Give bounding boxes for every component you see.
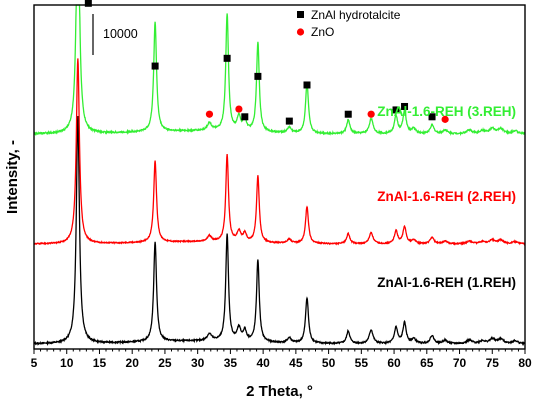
hydrotalcite-marker-6: [285, 117, 293, 125]
series-layer: [33, 4, 526, 347]
x-tick-label-15: 15: [93, 356, 107, 370]
hydrotalcite-marker-9: [392, 106, 400, 114]
x-tick-label-20: 20: [126, 356, 140, 370]
x-tick-label-35: 35: [224, 356, 238, 370]
y-axis-title: Intensity, -: [4, 140, 21, 214]
x-tick-label-45: 45: [289, 356, 303, 370]
zno-marker-1: [205, 110, 214, 118]
series-line-1: [33, 115, 526, 347]
plot-frame: [33, 4, 526, 350]
series-label-1reh: ZnAl-1.6-REH (1.REH): [377, 275, 516, 290]
scale-bar-label: 10000: [103, 27, 138, 41]
legend-hydrotalcite-square-icon: [297, 11, 304, 18]
x-tick-label-55: 55: [355, 356, 369, 370]
x-tick-label-30: 30: [191, 356, 205, 370]
hydrotalcite-marker-11: [428, 113, 436, 121]
scale-bar: 10000: [92, 14, 138, 55]
zno-marker-3: [367, 110, 375, 118]
hydrotalcite-marker-8: [344, 110, 352, 118]
x-tick-label-70: 70: [453, 356, 467, 370]
hydrotalcite-marker-1: [84, 0, 92, 7]
hydrotalcite-marker-10: [401, 102, 409, 110]
x-axis-title: 2 Theta, °: [246, 383, 313, 400]
x-tick-label-80: 80: [518, 356, 532, 370]
legend-zno-label: ZnO: [311, 25, 334, 39]
hydrotalcite-marker-7: [303, 81, 311, 89]
legend-zno-circle-icon: [296, 28, 305, 36]
series-label-2reh: ZnAl-1.6-REH (2.REH): [377, 189, 516, 204]
hydrotalcite-marker-4: [241, 113, 249, 121]
x-tick-label-75: 75: [486, 356, 500, 370]
x-tick-label-40: 40: [256, 356, 270, 370]
series-line-2: [33, 58, 526, 246]
x-tick-label-10: 10: [60, 356, 74, 370]
zno-marker-4: [441, 115, 449, 123]
x-tick-label-50: 50: [322, 356, 336, 370]
series-label-3reh: ZnAl-1.6-REH (3.REH): [377, 104, 516, 119]
zno-marker-2: [235, 105, 243, 113]
legend-hydrotalcite-label: ZnAl hydrotalcite: [311, 8, 401, 22]
hydrotalcite-marker-3: [223, 54, 231, 62]
x-tick-label-25: 25: [158, 356, 172, 370]
legend: ZnAl hydrotalcite ZnO: [296, 8, 401, 39]
hydrotalcite-marker-2: [151, 62, 159, 70]
x-tick-label-65: 65: [420, 356, 434, 370]
x-tick-layer: 5 10 15 20 25 30 35 40 45 50 55 60 65 70 75 80: [31, 349, 532, 370]
x-tick-label-60: 60: [387, 356, 401, 370]
peak-marker-layer: [84, 0, 449, 125]
hydrotalcite-marker-5: [254, 72, 262, 80]
series-line-3: [33, 4, 526, 137]
x-tick-label-5: 5: [31, 356, 38, 370]
